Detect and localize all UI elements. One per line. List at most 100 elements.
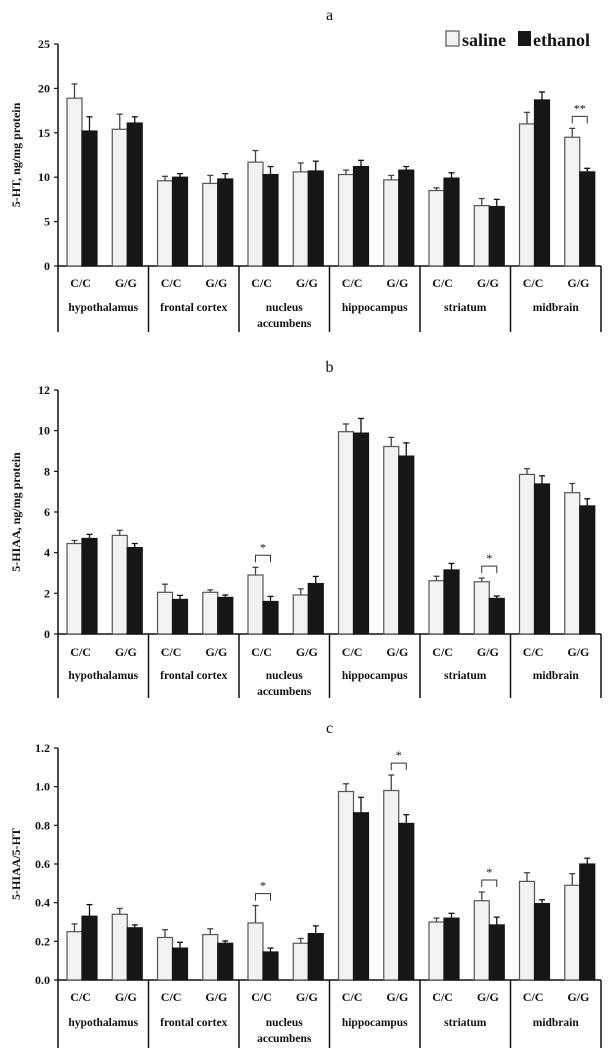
bar-ethanol [307, 170, 324, 267]
bar-saline [473, 581, 490, 635]
significance-marker: * [486, 551, 492, 565]
y-axis-label: 5-HIAA, ng/mg protein [9, 452, 23, 572]
bar-saline [428, 580, 445, 635]
bar-ethanol [126, 122, 143, 267]
significance-marker: * [260, 879, 266, 893]
panel-title: a [326, 7, 333, 24]
bar-ethanol [579, 171, 596, 267]
significance-marker: * [396, 748, 402, 762]
panel-title: b [326, 359, 334, 376]
y-tick-label: 10 [38, 424, 50, 438]
region-label: hypothalamus [68, 670, 138, 682]
bar-ethanol [307, 582, 324, 635]
panel-b: b 5-HIAA, ng/mg protein 0 2 4 6 8 10 12 hypothala… [9, 359, 602, 698]
genotype-label: G/G [296, 645, 318, 659]
bar-ethanol [81, 130, 98, 267]
bar-ethanol [443, 177, 460, 267]
bar-ethanol [81, 915, 98, 981]
y-tick-label: 0 [44, 627, 50, 641]
genotype-label: G/G [296, 276, 318, 290]
bar-saline [473, 205, 490, 267]
region-label: frontal cortex [160, 670, 227, 682]
significance-bracket [255, 554, 271, 563]
bar-saline [66, 97, 83, 267]
y-tick-label: 0.4 [35, 896, 50, 910]
significance-marker: ** [574, 101, 586, 115]
genotype-label: G/G [115, 990, 137, 1004]
region-label: hippocampus [342, 670, 408, 682]
bar-ethanol [217, 596, 234, 635]
y-axis-label: 5-HIAA/5-HT [9, 828, 23, 900]
y-tick-label: 6 [44, 505, 50, 519]
genotype-label: C/C [523, 645, 544, 659]
region-label: midbrain [533, 1017, 580, 1029]
genotype-label: C/C [432, 990, 453, 1004]
panel-a: a 5-HT, ng/mg protein 0 5 10 15 20 25 hypothalam… [9, 7, 602, 332]
genotype-label: G/G [567, 276, 589, 290]
bar-saline [111, 534, 128, 635]
genotype-label: G/G [477, 990, 499, 1004]
bar-saline [156, 180, 174, 267]
region-label: midbrain [533, 302, 580, 314]
bar-saline [156, 936, 174, 981]
bar-ethanol [488, 924, 505, 981]
genotype-label: C/C [342, 276, 363, 290]
genotype-label: G/G [386, 990, 408, 1004]
legend-label-ethanol: ethanol [533, 30, 590, 50]
bar-ethanol [579, 505, 596, 635]
bar-saline [383, 789, 400, 981]
region-label: nucleus [266, 670, 304, 682]
y-tick-label: 0.0 [35, 973, 50, 987]
genotype-label: C/C [432, 645, 453, 659]
genotype-label: C/C [523, 276, 544, 290]
bar-saline [564, 884, 581, 981]
significance-marker: * [260, 540, 266, 554]
bar-ethanol [488, 597, 505, 635]
genotype-label: C/C [70, 990, 91, 1004]
bar-ethanol [398, 822, 415, 981]
y-tick-label: 1.0 [35, 780, 50, 794]
region-label: striatum [444, 1017, 487, 1029]
genotype-label: C/C [161, 276, 182, 290]
region-label: nucleus [266, 1017, 304, 1029]
genotype-label: G/G [115, 645, 137, 659]
bar-saline [337, 790, 355, 981]
bar-saline [66, 931, 83, 981]
genotype-label: C/C [523, 990, 544, 1004]
bar-ethanol [217, 178, 234, 267]
region-label: hippocampus [342, 1017, 408, 1029]
genotype-label: G/G [567, 645, 589, 659]
significance-bracket [571, 115, 588, 124]
genotype-label: G/G [205, 645, 227, 659]
bar-saline [292, 171, 309, 267]
bar-ethanol [352, 432, 370, 635]
genotype-label: G/G [567, 990, 589, 1004]
bar-ethanol [262, 951, 279, 981]
genotype-label: C/C [70, 645, 91, 659]
bar-ethanol [352, 812, 370, 981]
genotype-label: G/G [477, 645, 499, 659]
bar-ethanol [579, 863, 596, 981]
region-label: accumbens [257, 318, 312, 330]
region-label: striatum [444, 302, 487, 314]
y-axis-label: 5-HT, ng/mg protein [9, 102, 23, 207]
bar-saline [111, 913, 128, 981]
genotype-label: C/C [251, 990, 272, 1004]
legend-swatch-ethanol [518, 31, 531, 46]
region-label: nucleus [266, 302, 304, 314]
genotype-label: G/G [477, 276, 499, 290]
significance-bracket [481, 565, 498, 574]
genotype-label: C/C [70, 276, 91, 290]
y-tick-label: 15 [38, 126, 50, 140]
y-tick-label: 10 [38, 170, 50, 184]
legend-swatch-saline [445, 30, 460, 47]
bar-saline [383, 445, 400, 635]
bar-saline [202, 933, 219, 981]
bar-saline [66, 542, 83, 635]
bar-ethanol [262, 173, 279, 267]
legend-label-saline: saline [462, 30, 506, 50]
legend: saline ethanol [445, 30, 590, 50]
bar-saline [247, 574, 264, 635]
bar-saline [518, 473, 536, 635]
